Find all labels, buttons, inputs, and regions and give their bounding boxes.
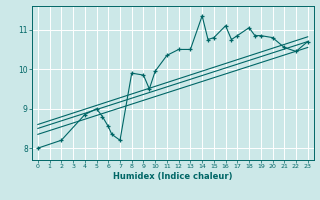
X-axis label: Humidex (Indice chaleur): Humidex (Indice chaleur)	[113, 172, 233, 181]
